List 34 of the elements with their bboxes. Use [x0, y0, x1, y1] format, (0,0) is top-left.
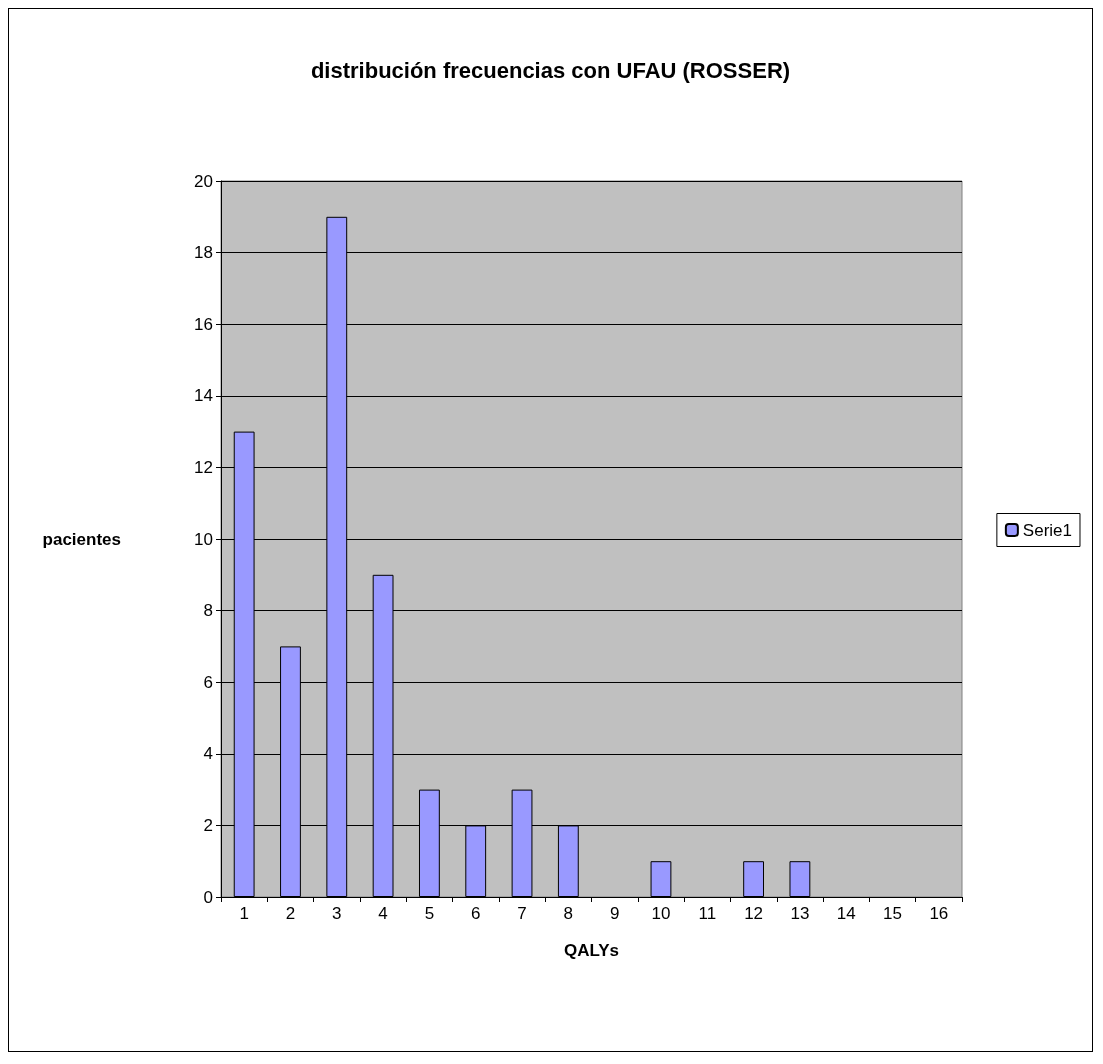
x-axis-title: QALYs: [563, 941, 620, 960]
x-tick-label: 6: [470, 904, 481, 923]
y-tick-label: 6: [203, 672, 213, 692]
y-tick-label: 0: [203, 887, 213, 907]
y-tick-label: 18: [194, 243, 213, 263]
x-tick-label: 12: [744, 904, 764, 923]
bar: [650, 861, 672, 897]
y-tick-label: 2: [203, 815, 213, 835]
x-tick-label: 1: [239, 904, 249, 923]
legend-label: Serie1: [1022, 520, 1072, 540]
x-tick-label: 10: [651, 904, 671, 923]
x-tick-label: 2: [285, 904, 296, 923]
x-tick-label: 8: [563, 904, 574, 923]
x-tick-label: 15: [883, 904, 902, 923]
y-tick-label: 16: [194, 314, 213, 334]
bar: [789, 861, 811, 897]
y-tick-label: 4: [203, 744, 213, 764]
y-axis-title: pacientes: [42, 529, 121, 549]
x-tick-label: 14: [836, 904, 856, 923]
y-tick-label: 14: [194, 386, 213, 406]
x-tick-label: 9: [609, 904, 620, 923]
x-tick-label: 5: [424, 904, 435, 923]
x-tick-label: 13: [790, 904, 810, 923]
y-tick-label: 10: [194, 529, 213, 549]
y-tick-label: 8: [203, 601, 213, 621]
chart-title: distribución frecuencias con UFAU (ROSSER): [310, 57, 791, 83]
x-tick-label: 3: [332, 904, 342, 923]
y-tick-label: 20: [194, 171, 213, 191]
bar: [743, 861, 765, 897]
x-tick-label: 7: [517, 904, 527, 923]
y-tick-label: 12: [194, 457, 213, 477]
x-tick-label: 11: [698, 904, 717, 923]
x-tick-label: 16: [929, 904, 949, 923]
x-tick-label: 4: [378, 904, 388, 923]
